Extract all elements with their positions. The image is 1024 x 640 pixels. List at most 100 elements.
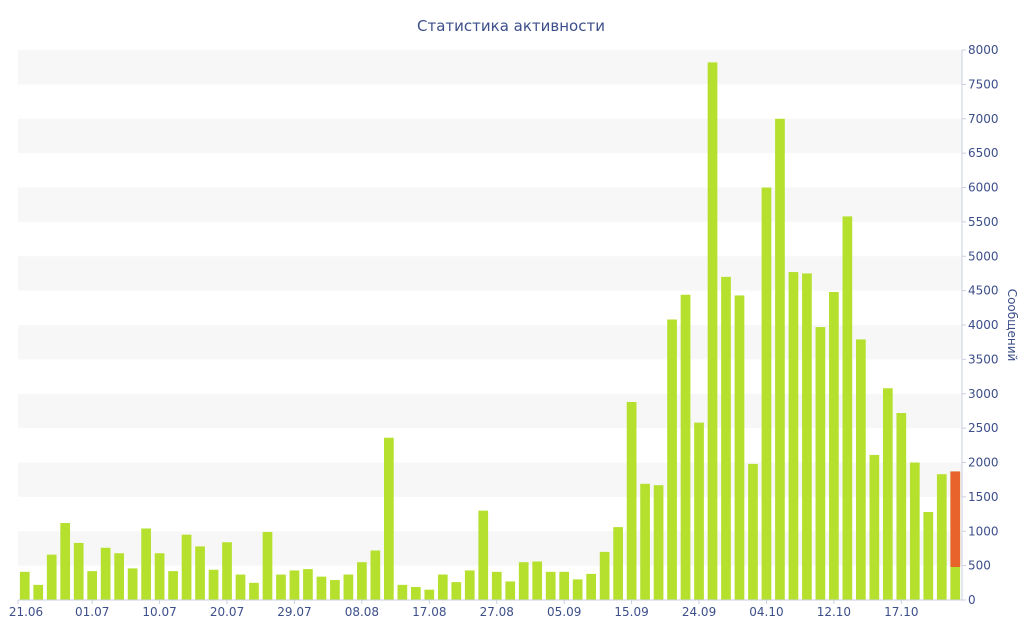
bar[interactable] (640, 483, 650, 600)
grid-band (18, 50, 962, 85)
y-tick-label: 1000 (968, 524, 999, 538)
bar[interactable] (626, 402, 637, 600)
bar[interactable] (491, 571, 502, 600)
bar[interactable] (33, 584, 44, 600)
x-tick-label: 27.08 (480, 605, 514, 619)
bar[interactable] (748, 463, 758, 600)
bar[interactable] (410, 586, 421, 600)
bar[interactable] (613, 527, 623, 600)
bar[interactable] (572, 579, 583, 600)
bar[interactable] (505, 581, 516, 600)
grid-band (18, 187, 962, 222)
y-tick-label: 4500 (968, 284, 999, 298)
bar[interactable] (869, 454, 880, 600)
x-tick-label: 29.07 (277, 605, 311, 619)
bar[interactable] (464, 570, 475, 600)
bar[interactable] (707, 62, 718, 600)
bar[interactable] (262, 531, 273, 600)
bar[interactable] (451, 582, 462, 600)
y-axis-title: Сообщений (1005, 289, 1019, 362)
bar[interactable] (424, 589, 435, 600)
bar[interactable] (195, 546, 205, 600)
y-tick-label: 5500 (968, 215, 999, 229)
bar[interactable] (923, 512, 934, 600)
bar[interactable] (909, 462, 920, 601)
y-tick-label: 2500 (968, 421, 999, 435)
bar[interactable] (694, 422, 704, 600)
bar[interactable] (289, 570, 300, 600)
bar[interactable] (316, 576, 327, 600)
x-axis-ticks: 21.06 01.07 10.07 20.07 29.07 08.08 17.08 27.08… (9, 600, 918, 619)
bar[interactable] (437, 574, 448, 600)
bar[interactable] (208, 569, 219, 600)
y-tick-label: 1500 (968, 490, 999, 504)
bar[interactable] (343, 574, 354, 600)
x-tick-label: 10.07 (142, 605, 176, 619)
bar[interactable] (842, 216, 853, 600)
bar[interactable] (559, 571, 570, 600)
bar[interactable] (856, 339, 866, 600)
x-tick-label: 24.09 (682, 605, 716, 619)
y-tick-label: 7000 (968, 112, 999, 126)
bar[interactable] (478, 510, 489, 600)
bar[interactable] (936, 474, 947, 600)
bar[interactable] (249, 582, 259, 600)
x-tick-label: 01.07 (75, 605, 109, 619)
bar[interactable] (518, 562, 529, 600)
bar[interactable] (788, 272, 799, 600)
bar[interactable] (586, 573, 596, 600)
bar[interactable] (829, 292, 839, 600)
x-tick-label: 21.06 (9, 605, 43, 619)
bar[interactable] (882, 388, 893, 600)
bar[interactable] (667, 319, 677, 601)
y-tick-label: 2000 (968, 456, 999, 470)
bar[interactable] (276, 574, 286, 600)
x-tick-label: 15.09 (614, 605, 648, 619)
chart-title: Статистика активности (417, 17, 605, 35)
y-tick-label: 3500 (968, 352, 999, 366)
bar[interactable] (168, 571, 178, 600)
bar[interactable] (303, 569, 313, 600)
bar[interactable] (802, 273, 812, 600)
bar[interactable] (775, 118, 785, 600)
y-tick-label: 5000 (968, 249, 999, 263)
bar[interactable] (60, 523, 71, 600)
bar[interactable] (87, 571, 98, 600)
y-tick-label: 4000 (968, 318, 999, 332)
bar[interactable] (154, 553, 165, 600)
grid-band (18, 256, 962, 291)
y-tick-label: 6500 (968, 146, 999, 160)
bar[interactable] (761, 187, 772, 601)
bar-current-highlight[interactable] (950, 471, 961, 567)
bar[interactable] (653, 485, 664, 600)
bar[interactable] (330, 580, 340, 600)
bar[interactable] (141, 528, 151, 601)
bar[interactable] (599, 551, 610, 600)
bar[interactable] (815, 327, 826, 600)
bar[interactable] (896, 413, 907, 600)
y-tick-label: 7500 (968, 77, 999, 91)
bar[interactable] (181, 534, 192, 600)
bar[interactable] (114, 553, 124, 600)
bar[interactable] (532, 561, 543, 601)
bar[interactable] (222, 542, 232, 600)
y-tick-label: 8000 (968, 43, 999, 57)
bar[interactable] (73, 542, 84, 600)
y-tick-label: 0 (968, 593, 976, 607)
bar[interactable] (127, 568, 138, 600)
bar[interactable] (235, 574, 246, 600)
bar[interactable] (384, 437, 394, 600)
bar[interactable] (680, 294, 691, 600)
bar[interactable] (397, 584, 408, 600)
y-axis-ticks: 0 500 1000 1500 2000 2500 3000 3500 4000 4500 5000… (962, 43, 999, 607)
y-tick-label: 3000 (968, 387, 999, 401)
bar[interactable] (19, 571, 30, 600)
bar[interactable] (721, 276, 731, 600)
bar[interactable] (46, 554, 57, 600)
bar[interactable] (734, 295, 745, 600)
bar[interactable] (545, 571, 556, 600)
bar[interactable] (100, 547, 111, 600)
bar[interactable] (357, 562, 367, 600)
bar[interactable] (370, 550, 381, 601)
